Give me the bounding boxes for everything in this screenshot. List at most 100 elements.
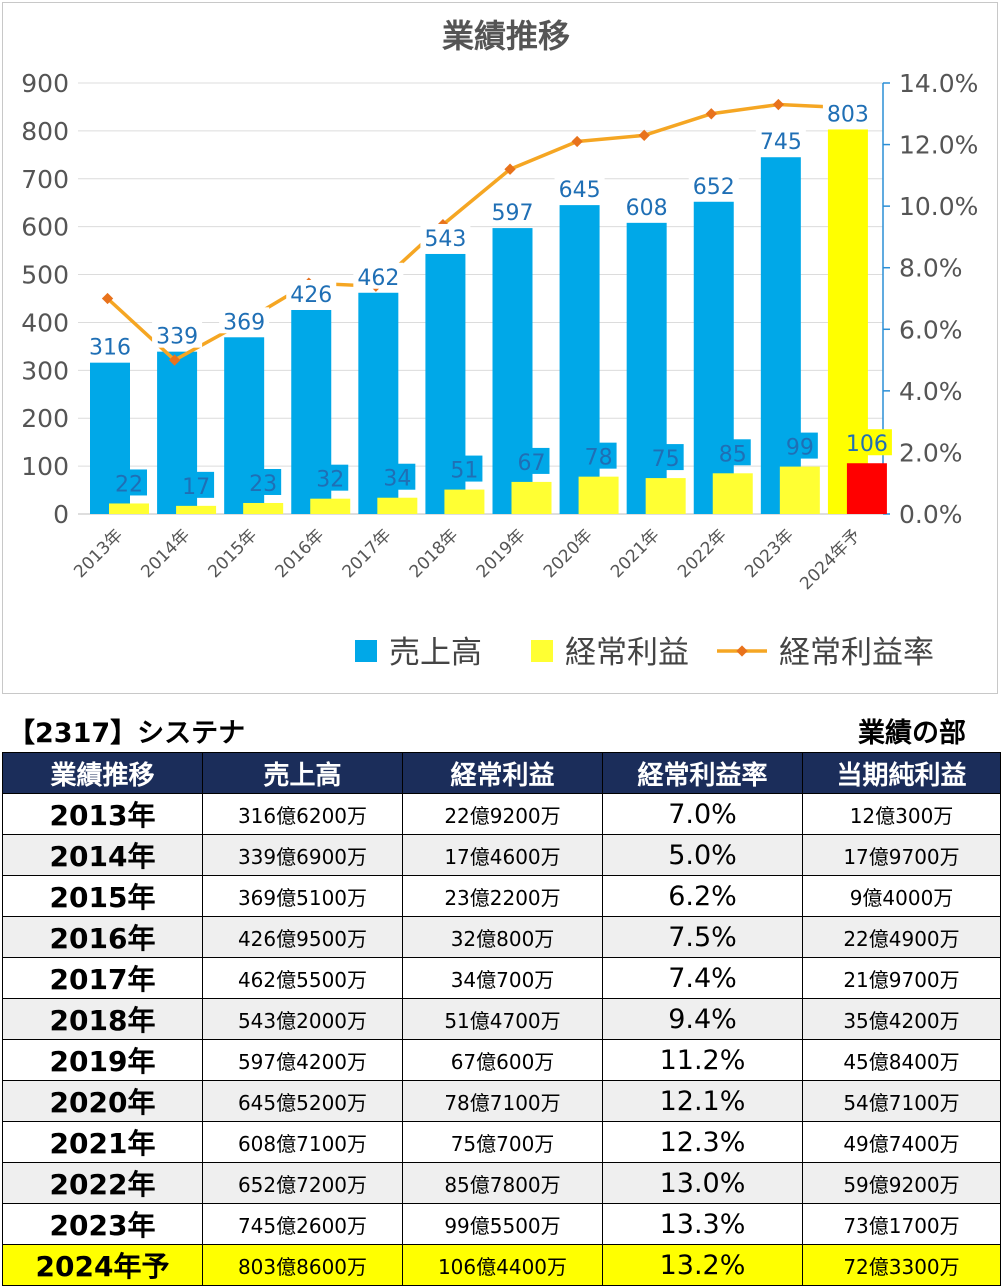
profit-rate-point bbox=[705, 108, 717, 120]
sales-data-label: 597 bbox=[492, 201, 534, 226]
ordinary-profit-data-label-backing bbox=[781, 432, 818, 459]
cell-ordinary-profit-rate: 11.2% bbox=[602, 1039, 803, 1081]
cell-ordinary-profit-rate: 6.2% bbox=[602, 875, 803, 917]
ordinary-profit-data-label-backing bbox=[714, 439, 751, 466]
cell-sales: 316億6200万 bbox=[202, 793, 403, 835]
sales-data-label-backing bbox=[487, 198, 538, 225]
sales-data-label-backing bbox=[286, 279, 337, 306]
cell-year: 2023年 bbox=[2, 1203, 203, 1245]
x-tick-label: 2024年予 bbox=[796, 525, 865, 594]
column-header-ordinary-profit: 経常利益 bbox=[402, 752, 603, 794]
sales-data-label-backing bbox=[219, 307, 270, 334]
cell-year: 2014年 bbox=[2, 834, 203, 876]
table-row: 2023年 745億2600万 99億5500万 13.3% 73億1700万 bbox=[2, 1203, 1001, 1245]
y2-tick-label: 10.0% bbox=[899, 192, 978, 221]
ordinary-profit-data-label: 99 bbox=[786, 436, 814, 461]
cell-ordinary-profit: 23億2200万 bbox=[402, 875, 603, 917]
x-tick-label: 2016年 bbox=[272, 525, 329, 582]
cell-ordinary-profit-rate: 5.0% bbox=[602, 834, 803, 876]
cell-ordinary-profit-rate: 13.0% bbox=[602, 1162, 803, 1204]
sales-data-label: 369 bbox=[223, 310, 265, 335]
cell-sales: 652億7200万 bbox=[202, 1162, 403, 1204]
cell-ordinary-profit: 85億7800万 bbox=[402, 1162, 603, 1204]
cell-ordinary-profit-rate: 12.3% bbox=[602, 1121, 803, 1163]
sales-data-label-backing bbox=[152, 321, 203, 348]
cell-ordinary-profit: 106億4400万 bbox=[402, 1244, 603, 1286]
ordinary-profit-data-label-backing bbox=[580, 442, 617, 469]
y-tick-label: 300 bbox=[21, 356, 69, 385]
cell-net-income: 73億1700万 bbox=[802, 1203, 1001, 1245]
cell-year: 2018年 bbox=[2, 998, 203, 1040]
y-tick-label: 800 bbox=[21, 117, 69, 146]
legend-label-profit-rate: 経常利益率 bbox=[779, 635, 934, 671]
performance-chart: 業績推移 0 100 200 300 400 500 600 700 800 900 0.0% 2.0%… bbox=[21, 17, 978, 671]
cell-net-income: 54億7100万 bbox=[802, 1080, 1001, 1122]
cell-sales: 426億9500万 bbox=[202, 916, 403, 958]
ordinary-profit-bar bbox=[377, 497, 418, 514]
table-row: 2021年 608億7100万 75億700万 12.3% 49億7400万 bbox=[2, 1121, 1001, 1163]
cell-year: 2024年予 bbox=[2, 1244, 203, 1286]
table-row: 2022年 652億7200万 85億7800万 13.0% 59億9200万 bbox=[2, 1162, 1001, 1204]
cell-ordinary-profit: 34億700万 bbox=[402, 957, 603, 999]
cell-net-income: 45億8400万 bbox=[802, 1039, 1001, 1081]
cell-ordinary-profit: 75億700万 bbox=[402, 1121, 603, 1163]
sales-data-label-backing bbox=[353, 262, 404, 289]
table-body: 2013年 316億6200万 22億9200万 7.0% 12億300万 2014年 33… bbox=[2, 793, 1001, 1286]
table-row: 2014年 339億6900万 17億4600万 5.0% 17億9700万 bbox=[2, 834, 1001, 876]
sales-data-label-backing bbox=[621, 192, 672, 219]
cell-ordinary-profit-rate: 13.2% bbox=[602, 1244, 803, 1286]
sales-data-label-backing bbox=[420, 223, 471, 250]
y2-tick-label: 2.0% bbox=[899, 438, 963, 467]
ordinary-profit-data-label: 22 bbox=[115, 472, 143, 497]
cell-sales: 608億7100万 bbox=[202, 1121, 403, 1163]
ordinary-profit-data-label-backing bbox=[513, 447, 550, 474]
cell-net-income: 59億9200万 bbox=[802, 1162, 1001, 1204]
cell-sales: 462億5500万 bbox=[202, 957, 403, 999]
x-tick-label: 2021年 bbox=[607, 525, 664, 582]
cell-net-income: 35億4200万 bbox=[802, 998, 1001, 1040]
legend-label-sales: 売上高 bbox=[389, 635, 482, 671]
cell-year: 2015年 bbox=[2, 875, 203, 917]
sales-data-label: 745 bbox=[760, 130, 802, 155]
ordinary-profit-data-label-backing bbox=[647, 444, 684, 471]
y-tick-label: 0 bbox=[53, 500, 69, 529]
y2-tick-label: 12.0% bbox=[899, 131, 978, 160]
legend-swatch-ordinary-profit bbox=[531, 640, 553, 662]
x-tick-label: 2019年 bbox=[473, 525, 530, 582]
y-tick-label: 700 bbox=[21, 165, 69, 194]
table-row: 2016年 426億9500万 32億800万 7.5% 22億4900万 bbox=[2, 916, 1001, 958]
column-header-net-income: 当期純利益 bbox=[802, 752, 1001, 794]
table-row: 2015年 369億5100万 23億2200万 6.2% 9億4000万 bbox=[2, 875, 1001, 917]
cell-net-income: 17億9700万 bbox=[802, 834, 1001, 876]
ordinary-profit-bar bbox=[846, 463, 887, 514]
table-row: 2024年予 803億8600万 106億4400万 13.2% 72億3300万 bbox=[2, 1244, 1001, 1286]
ordinary-profit-bar bbox=[779, 466, 820, 514]
table-row: 2019年 597億4200万 67億600万 11.2% 45億8400万 bbox=[2, 1039, 1001, 1081]
table-row: 2020年 645億5200万 78億7100万 12.1% 54億7100万 bbox=[2, 1080, 1001, 1122]
ordinary-profit-data-label: 75 bbox=[652, 447, 680, 472]
ordinary-profit-data-label-backing bbox=[312, 464, 349, 491]
y2-tick-label: 14.0% bbox=[899, 69, 978, 98]
ordinary-profit-bar bbox=[444, 489, 485, 514]
sales-data-label-backing bbox=[85, 332, 135, 359]
y-tick-label: 400 bbox=[21, 308, 69, 337]
ordinary-profit-data-label-backing bbox=[178, 471, 215, 498]
x-tick-label: 2015年 bbox=[204, 525, 261, 582]
ordinary-profit-data-label: 85 bbox=[719, 442, 747, 467]
ordinary-profit-data-label-backing bbox=[245, 468, 282, 495]
section-label: 業績の部 bbox=[858, 718, 966, 749]
cell-ordinary-profit-rate: 9.4% bbox=[602, 998, 803, 1040]
ordinary-profit-data-label: 17 bbox=[182, 475, 210, 500]
y-tick-label: 100 bbox=[21, 452, 69, 481]
column-header-period: 業績推移 bbox=[2, 752, 203, 794]
ordinary-profit-data-label: 78 bbox=[585, 446, 613, 471]
ordinary-profit-bar bbox=[109, 503, 149, 514]
cell-ordinary-profit: 67億600万 bbox=[402, 1039, 603, 1081]
x-tick-label: 2022年 bbox=[674, 525, 731, 582]
sales-data-label: 339 bbox=[156, 325, 198, 350]
cell-ordinary-profit-rate: 7.0% bbox=[602, 793, 803, 835]
company-title: 【2317】システナ bbox=[8, 718, 246, 749]
profit-rate-point bbox=[772, 98, 785, 111]
table-row: 2017年 462億5500万 34億700万 7.4% 21億9700万 bbox=[2, 957, 1001, 999]
cell-year: 2013年 bbox=[2, 793, 203, 835]
